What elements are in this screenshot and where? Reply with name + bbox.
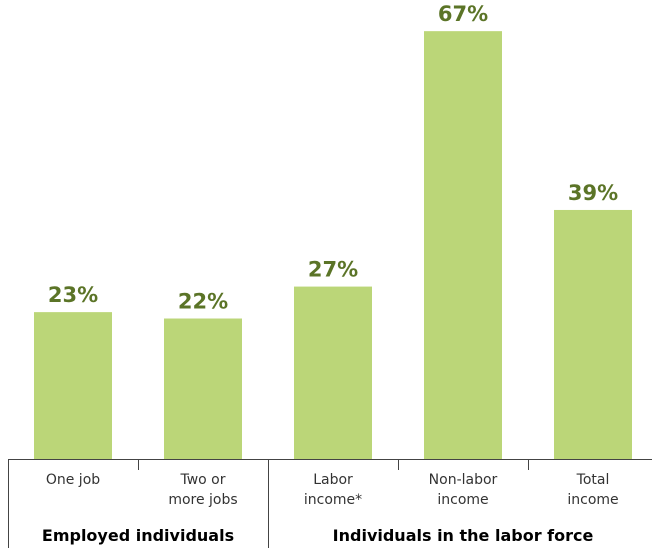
tick-label: Total income [567,472,618,508]
tick-label-line: income [567,492,618,508]
data-label: 27% [308,258,358,282]
data-label: 22% [178,290,228,314]
bar [554,209,632,459]
tick-label-line: Labor [313,472,353,488]
tick-label: Non-labor income [429,472,498,508]
bar [164,318,242,459]
tick-label-line: Two or [179,472,225,488]
tick-label-line: Non-labor [429,472,498,488]
tick-label-line: Total [576,472,610,488]
bar [424,31,502,460]
category-group-label: Individuals in the labor force [333,526,594,545]
tick-label: Two or more jobs [168,472,237,508]
data-label: 23% [48,283,98,307]
data-label: 67% [438,2,488,26]
tick-label: Labor income* [304,472,362,508]
data-label: 39% [568,181,618,205]
bar [294,286,372,459]
tick-label-line: income [437,492,488,508]
category-group-label: Employed individuals [42,526,234,545]
bar [34,312,112,459]
tick-label-line: One job [46,472,100,488]
tick-label-line: income* [304,492,362,508]
tick-label: One job [46,472,100,488]
tick-label-line: more jobs [168,492,237,508]
